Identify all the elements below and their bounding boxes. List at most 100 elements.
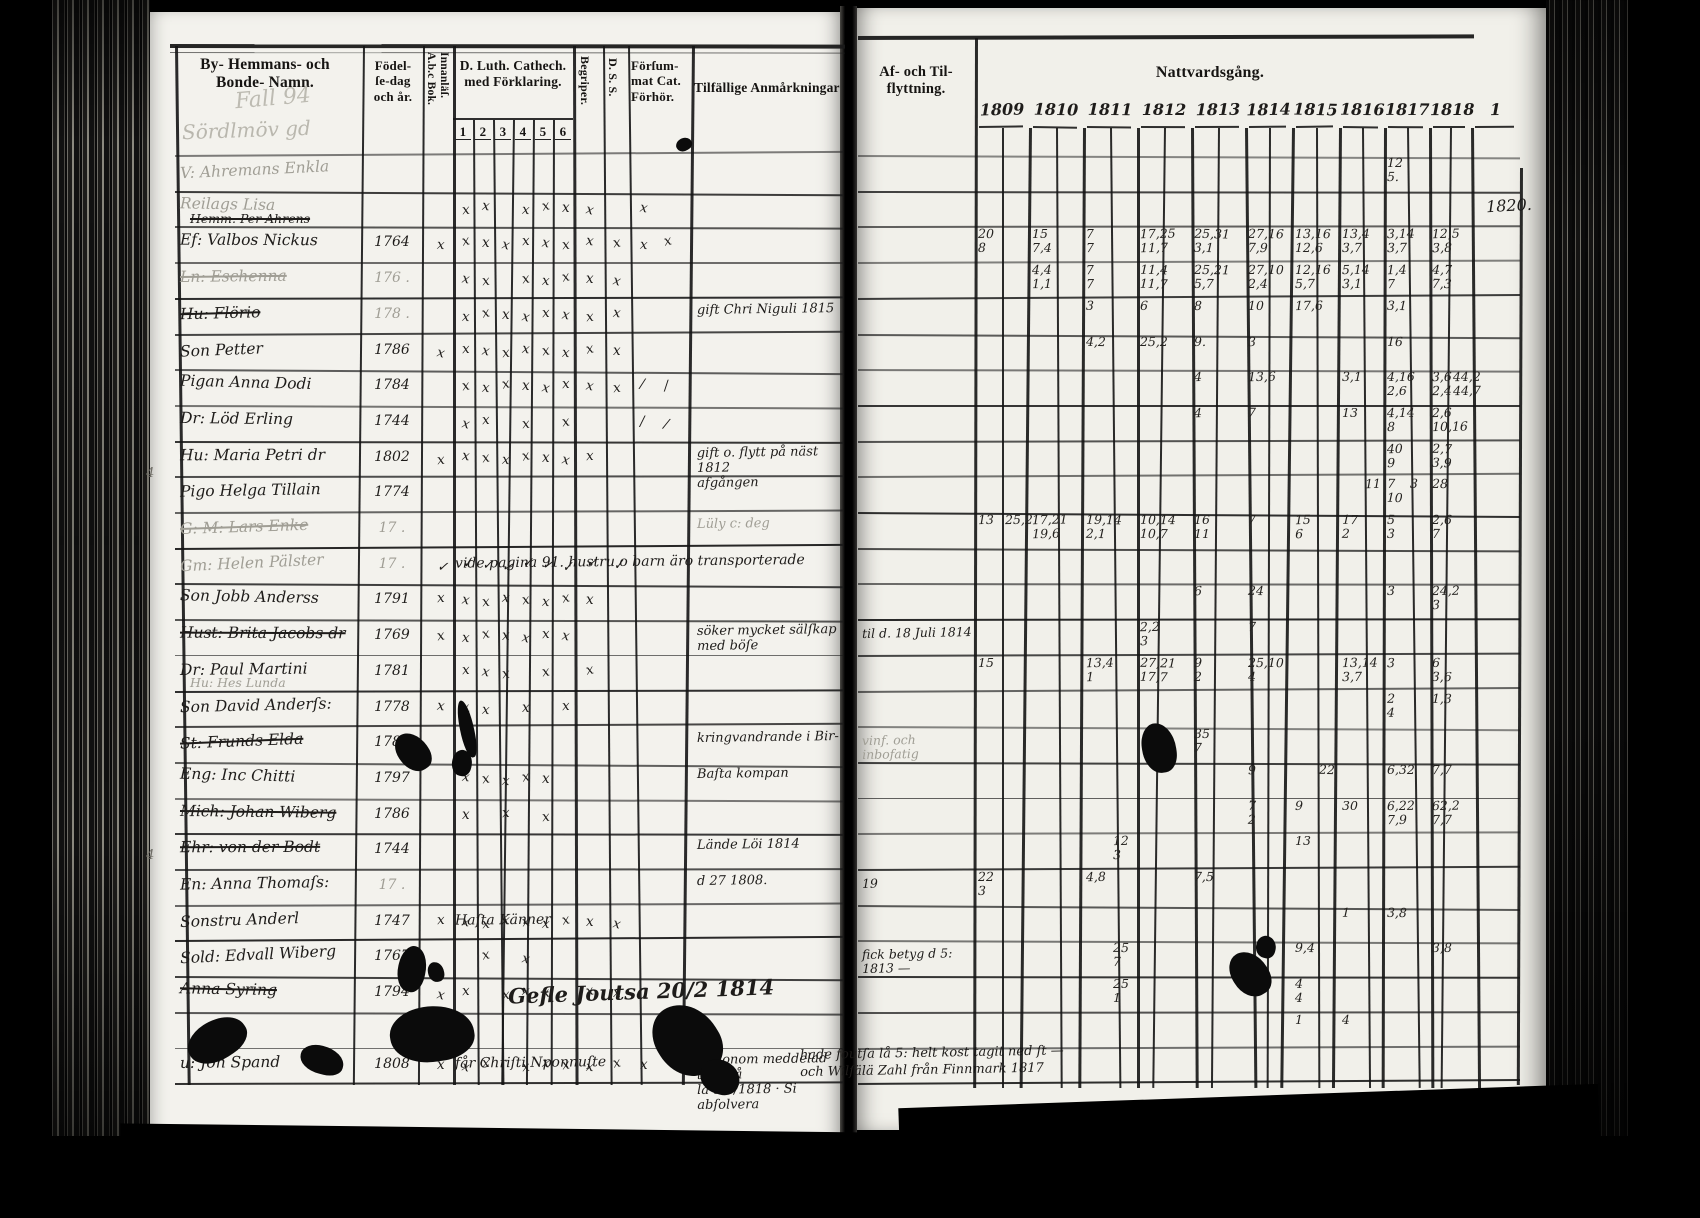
communion-date-entry: 30 bbox=[1342, 797, 1358, 813]
catechism-subcol-digit: 6 bbox=[555, 124, 571, 141]
catechism-mark: x bbox=[639, 237, 649, 254]
grid-line-horizontal bbox=[174, 797, 843, 802]
catechism-mark: x bbox=[521, 340, 531, 357]
communion-date-entry: 7,5 bbox=[1193, 868, 1214, 885]
row-birth-year: 1791 bbox=[374, 591, 410, 608]
grid-line-horizontal bbox=[175, 262, 843, 264]
row-remark: söker mycket sälſkap med böſe bbox=[696, 622, 837, 655]
grid-line-horizontal bbox=[857, 976, 1521, 979]
catechism-mark: x bbox=[560, 306, 571, 324]
book-gutter bbox=[840, 6, 857, 1138]
communion-date-entry: 4 4 bbox=[1294, 975, 1304, 1005]
right-table-edge-line bbox=[1516, 167, 1523, 1085]
catechism-mark: x bbox=[500, 236, 512, 255]
header-abc-col: A.b.c Bok. Innanläſ. bbox=[425, 52, 450, 106]
catechism-mark: x bbox=[541, 594, 551, 611]
communion-date-entry: 9 bbox=[1247, 761, 1257, 778]
year-underline bbox=[1194, 125, 1240, 128]
catechism-mark: x bbox=[584, 661, 596, 679]
catechism-mark: x bbox=[521, 201, 531, 218]
grid-line-horizontal bbox=[169, 52, 846, 54]
communion-date-entry: 6 bbox=[1193, 583, 1203, 599]
catechism-mark: x bbox=[540, 197, 552, 215]
communion-date-entry: 10,14 10,7 bbox=[1139, 511, 1176, 541]
row-birth-year: 1808 bbox=[374, 1055, 410, 1072]
catechism-mark: x bbox=[482, 235, 490, 252]
communion-date-entry: 3,14 3,7 bbox=[1386, 226, 1415, 256]
year-label: 1817 bbox=[1384, 99, 1430, 120]
communion-date-entry: 15 7,4 bbox=[1032, 226, 1052, 255]
row-remark: Lüly c: deg bbox=[696, 515, 770, 533]
catechism-mark: x bbox=[461, 201, 471, 219]
communion-date-entry: 22 bbox=[1318, 761, 1335, 777]
row-name: Sonstru Anderl bbox=[179, 908, 300, 931]
year-label: 1814 bbox=[1246, 99, 1291, 120]
grid-line-horizontal bbox=[857, 583, 1521, 586]
catechism-mark: x bbox=[481, 197, 491, 215]
catechism-mark: x bbox=[501, 344, 511, 361]
communion-date-entry: 1,3 bbox=[1431, 690, 1452, 706]
year-underline bbox=[1248, 125, 1287, 128]
communion-date-entry: 25 7 bbox=[1112, 940, 1130, 969]
catechism-mark: x bbox=[561, 237, 571, 254]
communion-date-entry: 5,14 3,1 bbox=[1341, 261, 1370, 291]
catechism-mark: x bbox=[461, 308, 471, 325]
communion-date-entry: 22 3 bbox=[977, 868, 994, 898]
communion-date-entry: 4,4 1,1 bbox=[1031, 262, 1053, 291]
header-nattvard-col: Nattvardsgång. bbox=[1155, 64, 1265, 81]
year-label: 1812 bbox=[1141, 100, 1187, 119]
row-birth-year: 1778 bbox=[374, 698, 410, 715]
grid-line-horizontal bbox=[175, 654, 843, 657]
grid-line-horizontal bbox=[857, 831, 1521, 835]
catechism-subcol-digit: 1 bbox=[455, 124, 471, 141]
catechism-mark: x bbox=[585, 447, 595, 464]
communion-date-entry: 11,4 11,7 bbox=[1139, 261, 1169, 291]
row-remark: kringvandrande i Bir- bbox=[696, 729, 839, 747]
row-birth-year: 1774 bbox=[374, 484, 410, 501]
communion-date-entry: 2,6 10,16 bbox=[1431, 404, 1469, 434]
year-underline bbox=[1342, 126, 1379, 129]
communion-date-entry: 9 bbox=[1294, 797, 1304, 813]
communion-date-entry: 4,7 7,3 bbox=[1431, 261, 1453, 291]
catechism-mark: x bbox=[460, 591, 471, 609]
communion-date-entry: 7 bbox=[1247, 618, 1257, 635]
row-name: En: Anna Thomaſs: bbox=[179, 872, 330, 894]
grid-line-vertical bbox=[453, 46, 456, 1085]
row-birth-year: 176 . bbox=[374, 270, 410, 287]
catechism-mark: x bbox=[522, 699, 530, 716]
header-catechism-col: D. Luth. Cathech. med Förklaring. bbox=[459, 58, 567, 89]
row-name: Son Jobb Anderss bbox=[179, 586, 319, 608]
catechism-mark: x bbox=[584, 201, 596, 219]
catechism-mark: x bbox=[561, 375, 571, 393]
catechism-mark: x bbox=[585, 233, 595, 250]
year-underline bbox=[1474, 125, 1515, 128]
catechism-mark: x bbox=[461, 340, 471, 357]
communion-date-entry: 6,22 7,9 bbox=[1386, 797, 1415, 827]
catechism-mark: x bbox=[480, 625, 492, 643]
catechism-mark: x bbox=[613, 342, 621, 359]
communion-date-entry: 12 5. bbox=[1386, 154, 1403, 184]
header-remarks-col: Tilfällige Anmårkningar bbox=[694, 80, 840, 95]
margin-mark-1: 4 bbox=[146, 466, 155, 481]
header-begriper-col: Begriper. bbox=[578, 56, 593, 106]
communion-date-entry: 4 bbox=[1341, 1011, 1350, 1027]
catechism-mark: x bbox=[481, 701, 491, 718]
communion-date-entry: 1 bbox=[1341, 904, 1351, 920]
row-birth-year: 1786 bbox=[374, 805, 410, 822]
year-boundary-line bbox=[1381, 127, 1387, 1089]
communion-date-entry: 44,2 44,7 bbox=[1452, 369, 1481, 398]
communion-date-entry: 7 bbox=[1247, 512, 1257, 528]
catechism-mark: x bbox=[481, 594, 491, 611]
communion-date-entry: 3,6 2,4 bbox=[1431, 369, 1453, 398]
grid-line-horizontal bbox=[174, 902, 843, 907]
catechism-mark: x bbox=[560, 589, 572, 608]
header-forsummat-col: Förſum- mat Cat. Förhör. bbox=[631, 58, 681, 104]
grid-line-horizontal bbox=[858, 404, 1520, 407]
communion-date-entry: 13 bbox=[1342, 404, 1358, 420]
grid-line-horizontal bbox=[857, 293, 1520, 300]
grid-line-horizontal bbox=[857, 726, 1520, 732]
grid-line-horizontal bbox=[857, 333, 1520, 339]
row-birth-year: 1781 bbox=[374, 662, 410, 679]
row-birth-year: 17 . bbox=[378, 877, 406, 893]
grid-line-horizontal bbox=[174, 833, 844, 836]
